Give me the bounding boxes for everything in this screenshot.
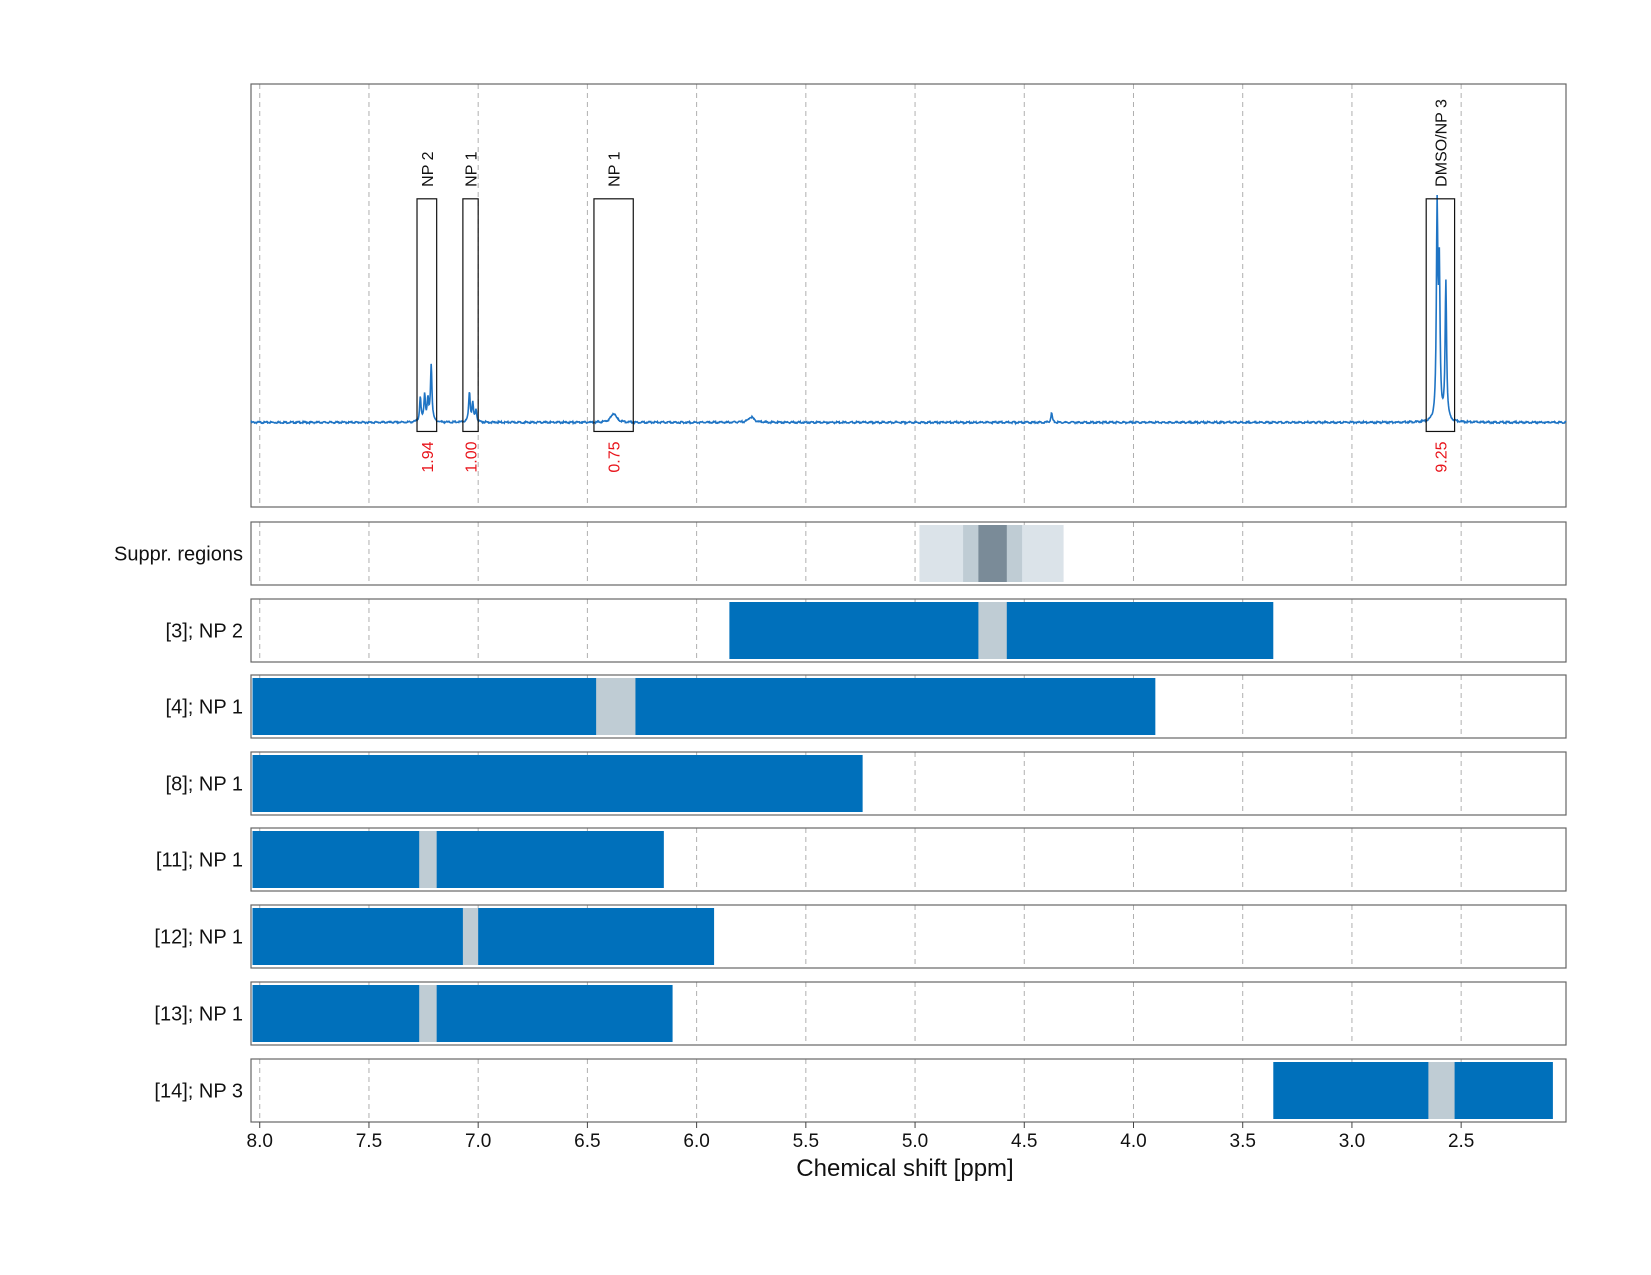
x-tick-label: 3.5 (1230, 1131, 1256, 1152)
region-row: [12]; NP 1 (154, 904, 1567, 969)
x-tick-label: 7.0 (465, 1131, 491, 1152)
peak-assignment-label: NP 1 (464, 151, 481, 186)
row-label: [4]; NP 1 (166, 697, 243, 719)
spectrum-panel: NP 2 1.94 NP 1 1.00 NP 1 0.75 DMSO/NP 3 9.25 (250, 83, 1567, 508)
row-frame (250, 598, 1567, 663)
peak-assignment-label: NP 1 (607, 151, 624, 186)
row-label: Suppr. regions (114, 544, 243, 566)
region-row: [4]; NP 1 (166, 674, 1567, 739)
x-tick-label: 4.0 (1120, 1131, 1146, 1152)
region-row: Suppr. regions (114, 521, 1567, 586)
x-tick-label: 6.0 (683, 1131, 709, 1152)
row-frame (250, 521, 1567, 586)
integration-region-box (1425, 198, 1456, 433)
region-row: [14]; NP 3 (154, 1058, 1567, 1123)
integration-region-box (593, 198, 634, 433)
fit-range-bar (252, 678, 1156, 735)
x-tick-label: 8.0 (247, 1131, 273, 1152)
row-frame (250, 751, 1567, 816)
excluded-region (978, 602, 1007, 659)
x-tick-label: 3.0 (1339, 1131, 1365, 1152)
fit-range-bar (252, 985, 673, 1042)
integration-region-box (416, 198, 438, 433)
row-label: [8]; NP 1 (166, 774, 243, 796)
peak-assignment-label: NP 2 (420, 151, 437, 186)
integral-value-label: 0.75 (607, 441, 624, 472)
suppression-band (978, 525, 1007, 582)
integration-region-box (462, 198, 479, 433)
fit-range-bar (252, 831, 664, 888)
x-axis-title: Chemical shift [ppm] (796, 1155, 1013, 1182)
row-frame (250, 827, 1567, 892)
spectrum-frame (250, 83, 1567, 508)
region-row: [3]; NP 2 (166, 598, 1567, 663)
x-tick-label: 2.5 (1448, 1131, 1474, 1152)
region-row: [11]; NP 1 (156, 827, 1567, 892)
region-row: [8]; NP 1 (166, 751, 1567, 816)
x-axis: 8.0 7.5 7.0 6.5 6.0 5.5 5.0 4.5 4.0 3.5 3.0 2.5 (247, 1122, 1474, 1152)
row-label: [3]; NP 2 (166, 621, 243, 643)
fit-range-bar (252, 908, 715, 965)
row-label: [13]; NP 1 (154, 1004, 243, 1026)
x-tick-label: 6.5 (574, 1131, 600, 1152)
fit-range-bar (1273, 1062, 1553, 1119)
x-tick-label: 4.5 (1011, 1131, 1037, 1152)
row-frame (250, 981, 1567, 1046)
x-tick-label: 7.5 (356, 1131, 382, 1152)
spectrum-line (250, 195, 1567, 426)
integral-value-label: 1.94 (420, 441, 437, 472)
integral-value-label: 9.25 (1433, 441, 1450, 472)
region-rows: Suppr. regions [3]; NP 2 [4]; NP 1 [8]; NP … (114, 521, 1567, 1123)
excluded-region (462, 908, 479, 965)
integral-value-label: 1.00 (464, 441, 481, 472)
row-label: [11]; NP 1 (156, 850, 243, 872)
excluded-region (419, 985, 437, 1042)
excluded-region (1428, 1062, 1455, 1119)
row-label: [14]; NP 3 (154, 1081, 243, 1103)
peak-assignment-label: DMSO/NP 3 (1433, 99, 1450, 187)
x-tick-label: 5.5 (793, 1131, 819, 1152)
x-tick-label: 5.0 (902, 1131, 928, 1152)
row-frame (250, 904, 1567, 969)
fit-range-bar (252, 755, 863, 812)
excluded-region (419, 831, 437, 888)
row-frame (250, 1058, 1567, 1123)
row-label: [12]; NP 1 (154, 927, 243, 949)
excluded-region (596, 678, 636, 735)
region-row: [13]; NP 1 (154, 981, 1567, 1046)
row-frame (250, 674, 1567, 739)
